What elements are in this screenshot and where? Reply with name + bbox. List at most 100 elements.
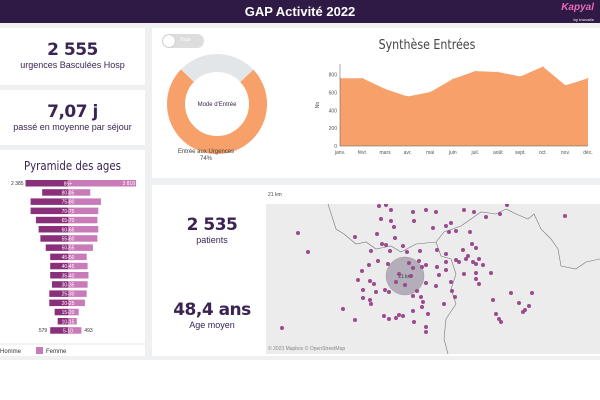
area-point-déc. [587,77,589,79]
y-tick-label: 200 [329,126,338,132]
patient-dot [368,298,372,302]
bar-femme-20-25 [68,299,85,307]
tous-toggle[interactable]: Tous [162,34,204,48]
patient-dot [434,284,438,288]
patient-dot [509,291,513,295]
patient-dot [407,261,411,265]
patient-dot [437,273,441,277]
patient-dot [369,249,373,253]
patient-dot [405,250,409,254]
area-point-juil. [474,70,476,72]
kpi-label: passé en moyenne par séjour [13,122,132,132]
area-point-mars [384,88,386,90]
area-point-févr. [361,77,364,79]
patient-dot [424,208,428,212]
patient-dot [418,249,422,253]
patient-dot [412,320,416,324]
bar-femme-80-85 [68,189,91,196]
x-tick-label: sept. [515,150,526,156]
legend-femme: Femme [46,349,67,355]
age-group-label: 55-60 [62,237,75,243]
patient-dot [403,283,407,287]
kpi-urgences: 2 555 urgences Basculées Hosp [0,28,145,85]
patient-dot [484,215,488,219]
patient-dot [464,257,468,261]
patient-dot [341,307,345,311]
value-label: 579 [39,328,48,334]
age-group-label: 80-85 [62,191,75,197]
patients-map[interactable]: 21 km [266,204,600,354]
patient-dot [417,259,421,263]
bar-femme-30-35 [68,281,88,288]
patient-dot [530,291,534,295]
patient-dot [462,208,466,212]
patient-dot [450,289,454,293]
area-point-mai [429,91,431,93]
map-attribution[interactable]: © 2023 Mapbox © OpenStreetMap [268,346,346,352]
donut-center-label: Mode d'Entrée [198,102,237,108]
x-tick-label: août [493,150,503,156]
patient-dot [420,265,424,269]
map-scale-label: 21 km [268,192,282,198]
patient-dot [444,224,448,228]
age-group-label: 10-15 [62,319,75,325]
patient-dot [384,243,388,247]
y-axis-label: Nb [315,102,321,109]
age-group-label: 15-20 [62,310,75,316]
value-label: 493 [84,328,93,334]
patient-dot [424,330,428,334]
bar-homme-5-10 [50,327,68,334]
patient-dot [379,217,383,221]
border-line [435,241,457,354]
x-tick-label: janv. [334,150,345,156]
x-tick-label: mai [426,150,434,156]
patient-dot [280,326,284,330]
value-label: 3 818 [122,181,135,187]
kpi-value: 2 555 [47,40,98,60]
patient-dot [499,320,503,324]
patient-dot [382,314,386,318]
patient-dot [444,252,448,256]
patient-dot [383,288,387,292]
patient-dot [372,282,376,286]
age-group-label: 85+ [64,181,73,187]
bar-femme-60-65 [68,226,99,233]
bar-homme-20-25 [49,299,68,307]
patient-dot [392,225,396,229]
patient-dot [388,249,392,253]
patient-dot [369,302,373,306]
kapyal-logo: Kapyal by inovalis [561,2,594,22]
area-series [340,66,588,146]
patient-dot [442,302,446,306]
patient-dot [444,260,448,264]
radius-label: 21 km [398,274,412,280]
patient-dot [494,312,498,316]
patient-dot [375,232,379,236]
bar-homme-65-70 [35,216,68,224]
bar-homme-35-40 [50,272,68,279]
patient-dot [387,317,391,321]
bar-homme-55-60 [40,235,68,242]
pyramid-title: Pyramide des ages [23,159,122,173]
x-tick-label: nov. [561,150,570,156]
age-group-label: 65-70 [62,218,75,224]
patient-dot [411,294,415,298]
donut-percent: 74% [199,156,212,162]
patient-dot [296,231,300,235]
bar-homme-50-55 [45,244,68,251]
patient-dot [380,242,384,246]
patient-dot [474,262,478,266]
patient-dot [491,298,495,302]
patient-dot [401,314,405,318]
radius-circle [385,256,425,296]
y-tick-label: 600 [329,91,338,97]
patient-dot [481,263,485,267]
bar-homme-45-50 [50,253,68,261]
area-point-août [497,71,499,73]
patients-card: 2 535 patients 48,4 ans Age moyen 21 km … [152,185,600,356]
patient-dot [472,210,476,214]
patient-dot [435,265,439,269]
donut-caption: Entrée aux Urgences [177,149,235,155]
patient-dot [468,230,472,234]
y-tick-label: 400 [329,108,338,114]
